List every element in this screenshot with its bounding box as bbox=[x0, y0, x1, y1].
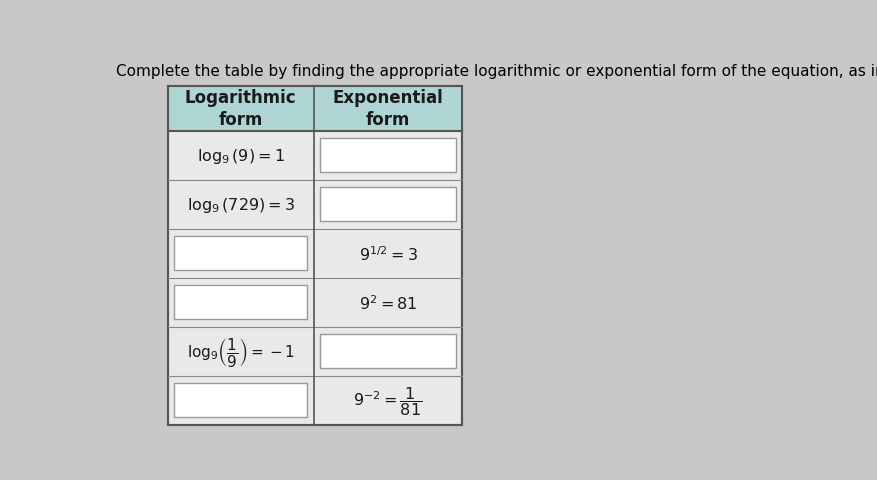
Bar bbox=[168, 87, 462, 425]
Text: $9^{1/2} = 3$: $9^{1/2} = 3$ bbox=[358, 244, 417, 263]
Text: $9^2 = 81$: $9^2 = 81$ bbox=[359, 293, 417, 312]
Text: Logarithmic
form: Logarithmic form bbox=[185, 89, 296, 129]
Bar bbox=[174, 384, 307, 417]
Bar bbox=[174, 237, 307, 270]
Bar bbox=[313, 87, 462, 132]
Bar bbox=[319, 188, 456, 222]
Text: $\log_9\!\left(\dfrac{1}{9}\right) = -1$: $\log_9\!\left(\dfrac{1}{9}\right) = -1$ bbox=[187, 335, 295, 368]
Text: $\log_9(729) = 3$: $\log_9(729) = 3$ bbox=[187, 195, 295, 214]
Bar bbox=[168, 87, 462, 425]
Text: $9^{-2} = \dfrac{1}{81}$: $9^{-2} = \dfrac{1}{81}$ bbox=[353, 384, 422, 417]
Text: $\log_9(9) = 1$: $\log_9(9) = 1$ bbox=[196, 146, 284, 165]
Bar bbox=[319, 335, 456, 368]
Text: Complete the table by finding the appropriate logarithmic or exponential form of: Complete the table by finding the approp… bbox=[116, 64, 877, 79]
Bar bbox=[174, 286, 307, 319]
Bar bbox=[168, 87, 313, 132]
Bar bbox=[319, 139, 456, 173]
Text: Exponential
form: Exponential form bbox=[332, 89, 443, 129]
